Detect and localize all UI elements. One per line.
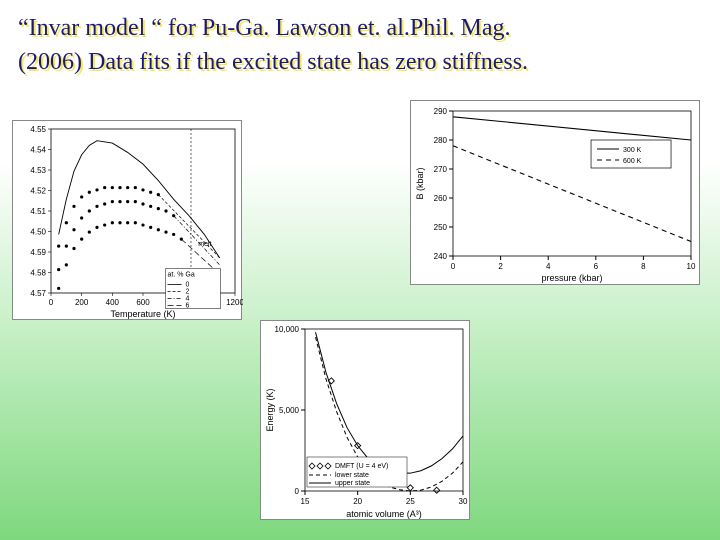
svg-text:4.57: 4.57 bbox=[30, 289, 46, 298]
svg-text:600 K: 600 K bbox=[623, 158, 642, 165]
svg-text:4.54: 4.54 bbox=[30, 146, 46, 155]
svg-text:200: 200 bbox=[75, 298, 89, 307]
svg-text:0: 0 bbox=[49, 298, 54, 307]
svg-text:20: 20 bbox=[353, 497, 362, 506]
svg-text:2: 2 bbox=[498, 262, 503, 271]
svg-text:4.58: 4.58 bbox=[30, 269, 46, 278]
svg-text:4.59: 4.59 bbox=[30, 248, 46, 257]
svg-text:4.50: 4.50 bbox=[30, 228, 46, 237]
svg-text:280: 280 bbox=[434, 136, 448, 145]
svg-text:0: 0 bbox=[451, 262, 456, 271]
title-line-2: (2006) Data fits if the excited state ha… bbox=[18, 46, 702, 80]
svg-text:10,000: 10,000 bbox=[275, 325, 300, 334]
svg-text:B (kbar): B (kbar) bbox=[415, 167, 425, 199]
chart2-svg: 0 2 4 6 8 10 240 250 260 270 280 290 pressure (kbar)… bbox=[411, 101, 701, 286]
svg-text:atomic volume (A³): atomic volume (A³) bbox=[346, 509, 422, 519]
svg-text:30: 30 bbox=[459, 497, 468, 506]
chart-energy-vs-volume: 15 20 25 30 0 5,000 10,000 atomic volume (A³) En… bbox=[260, 320, 470, 520]
svg-text:400: 400 bbox=[106, 298, 120, 307]
svg-text:260: 260 bbox=[434, 194, 448, 203]
svg-text:lower state: lower state bbox=[335, 472, 369, 479]
svg-text:pressure (kbar): pressure (kbar) bbox=[541, 273, 602, 283]
svg-text:4: 4 bbox=[186, 296, 190, 303]
svg-text:290: 290 bbox=[434, 107, 448, 116]
svg-text:240: 240 bbox=[434, 252, 448, 261]
svg-text:25: 25 bbox=[406, 497, 415, 506]
svg-text:270: 270 bbox=[434, 165, 448, 174]
slide-title: “Invar model “ for Pu-Ga. Lawson et. al.… bbox=[0, 0, 720, 87]
svg-text:4.51: 4.51 bbox=[30, 207, 46, 216]
svg-text:4: 4 bbox=[546, 262, 551, 271]
svg-text:4.52: 4.52 bbox=[30, 187, 46, 196]
chart-lattice-vs-temperature: 4.57 4.58 4.59 4.50 4.51 4.52 4.53 4.54 4.55 0 200… bbox=[12, 120, 242, 320]
svg-text:4.55: 4.55 bbox=[30, 125, 46, 134]
svg-text:upper state: upper state bbox=[335, 480, 370, 487]
chart1-svg: 4.57 4.58 4.59 4.50 4.51 4.52 4.53 4.54 4.55 0 200… bbox=[13, 121, 243, 321]
svg-text:at. % Ga: at. % Ga bbox=[168, 272, 195, 279]
svg-text:300 K: 300 K bbox=[623, 147, 642, 154]
svg-text:2: 2 bbox=[186, 289, 190, 296]
svg-text:5,000: 5,000 bbox=[279, 406, 300, 415]
svg-text:6: 6 bbox=[186, 303, 190, 310]
svg-text:6: 6 bbox=[594, 262, 599, 271]
svg-text:0: 0 bbox=[295, 487, 300, 496]
title-line-1: “Invar model “ for Pu-Ga. Lawson et. al.… bbox=[18, 12, 702, 46]
svg-text:0: 0 bbox=[186, 282, 190, 289]
svg-text:Temperature (K): Temperature (K) bbox=[110, 309, 175, 319]
svg-text:10: 10 bbox=[687, 262, 696, 271]
svg-text:8: 8 bbox=[641, 262, 646, 271]
svg-text:4.53: 4.53 bbox=[30, 166, 46, 175]
svg-text:250: 250 bbox=[434, 223, 448, 232]
chart3-svg: 15 20 25 30 0 5,000 10,000 atomic volume (A³) En… bbox=[261, 321, 471, 521]
svg-text:melt: melt bbox=[198, 241, 211, 248]
svg-text:15: 15 bbox=[301, 497, 310, 506]
svg-text:1200: 1200 bbox=[226, 298, 243, 307]
svg-text:DMFT (U = 4 eV): DMFT (U = 4 eV) bbox=[335, 463, 388, 470]
chart-bulk-modulus-vs-pressure: 0 2 4 6 8 10 240 250 260 270 280 290 pressure (kbar)… bbox=[410, 100, 700, 285]
svg-text:Energy (K): Energy (K) bbox=[265, 388, 275, 431]
svg-text:600: 600 bbox=[136, 298, 150, 307]
